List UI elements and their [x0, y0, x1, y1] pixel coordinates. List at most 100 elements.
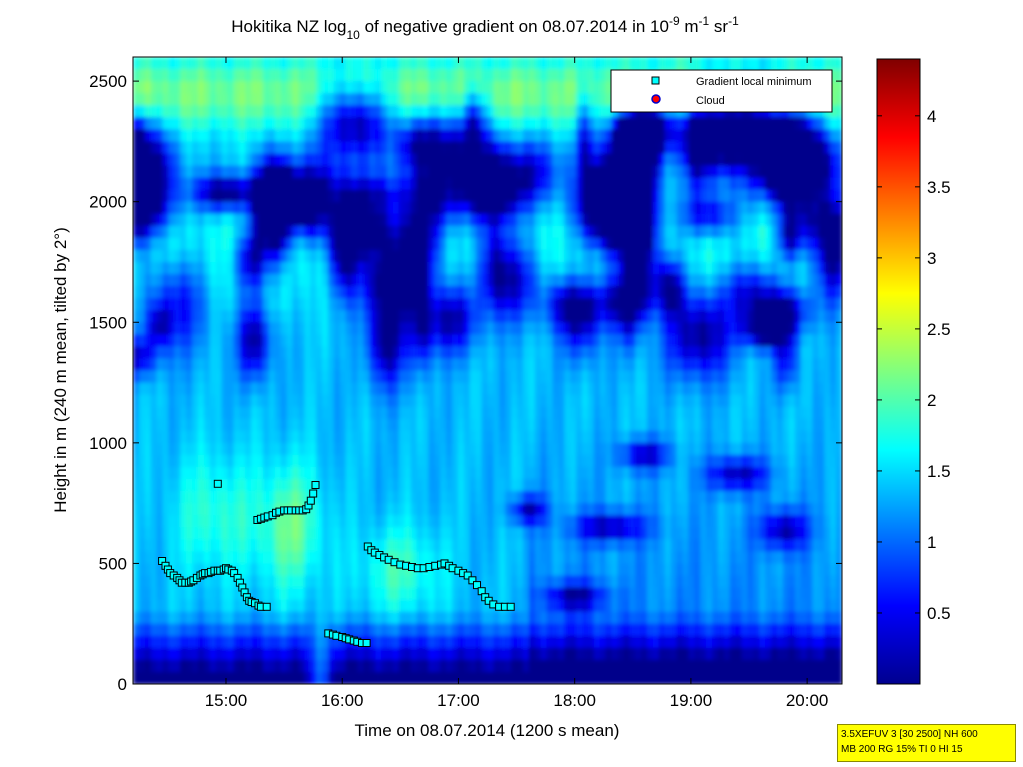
heatmap-cell: [203, 105, 211, 118]
heatmap-cell: [587, 587, 595, 601]
heatmap-cell: [316, 515, 323, 528]
heatmap-cell: [144, 551, 152, 565]
heatmap-cell: [357, 105, 365, 118]
heatmap-cell: [333, 575, 341, 589]
heatmap-cell: [162, 515, 170, 528]
heatmap-cell: [138, 382, 146, 396]
heatmap-cell: [392, 237, 400, 251]
heatmap-cell: [322, 370, 329, 384]
heatmap-cell: [174, 479, 181, 492]
heatmap-cell: [156, 57, 164, 70]
heatmap-cell: [345, 177, 353, 191]
heatmap-cell: [333, 671, 341, 684]
heatmap-cell: [174, 671, 181, 684]
heatmap-cell: [652, 310, 660, 323]
heatmap-cell: [647, 430, 654, 444]
heatmap-cell: [333, 237, 341, 251]
heatmap-cell: [522, 635, 530, 649]
heatmap-cell: [268, 261, 276, 275]
heatmap-cell: [251, 454, 258, 468]
heatmap-cell: [144, 201, 152, 215]
heatmap-cell: [257, 105, 264, 118]
heatmap-cell: [505, 575, 512, 589]
heatmap-cell: [221, 430, 229, 444]
heatmap-cell: [133, 358, 140, 372]
heatmap-cell: [162, 466, 170, 480]
heatmap-cell: [676, 153, 684, 167]
heatmap-cell: [387, 671, 394, 684]
heatmap-cell: [446, 479, 453, 492]
heatmap-cell: [375, 599, 382, 613]
heatmap-cell: [517, 599, 524, 613]
heatmap-cell: [239, 249, 246, 263]
heatmap-cell: [629, 346, 636, 360]
heatmap-cell: [540, 153, 548, 167]
heatmap-cell: [682, 189, 689, 203]
heatmap-cell: [168, 129, 175, 143]
heatmap-cell: [410, 105, 418, 118]
heatmap-cell: [528, 286, 536, 299]
heatmap-cell: [605, 394, 613, 408]
heatmap-cell: [298, 57, 305, 70]
heatmap-cell: [404, 671, 412, 684]
heatmap-cell: [582, 527, 589, 540]
heatmap-cell: [623, 394, 630, 408]
heatmap-cell: [192, 647, 199, 661]
heatmap-cell: [552, 189, 559, 203]
heatmap-cell: [469, 491, 477, 504]
heatmap-cell: [499, 141, 506, 155]
heatmap-cell: [641, 237, 648, 251]
heatmap-cell: [197, 213, 205, 227]
heatmap-cell: [286, 430, 294, 444]
heatmap-cell: [647, 527, 654, 540]
heatmap-cell: [245, 189, 252, 203]
heatmap-cell: [670, 141, 678, 155]
heatmap-cell: [209, 310, 217, 323]
heatmap-cell: [487, 575, 495, 589]
heatmap-cell: [635, 310, 642, 323]
heatmap-cell: [440, 310, 447, 323]
heatmap-cell: [404, 334, 412, 347]
heatmap-cell: [434, 117, 441, 130]
heatmap-cell: [292, 418, 300, 432]
heatmap-cell: [452, 394, 459, 408]
heatmap-cell: [144, 249, 152, 263]
heatmap-cell: [221, 237, 229, 251]
heatmap-cell: [475, 599, 483, 613]
heatmap-cell: [582, 635, 589, 649]
heatmap-cell: [316, 274, 323, 287]
heatmap-cell: [652, 165, 660, 179]
heatmap-cell: [410, 322, 418, 335]
heatmap-cell: [392, 57, 400, 70]
heatmap-cell: [286, 551, 294, 565]
heatmap-cell: [381, 346, 388, 360]
heatmap-cell: [517, 503, 524, 516]
heatmap-cell: [168, 599, 175, 613]
heatmap-cell: [676, 599, 684, 613]
heatmap-cell: [517, 105, 524, 118]
heatmap-cell: [611, 322, 619, 335]
heatmap-cell: [381, 249, 388, 263]
heatmap-cell: [546, 117, 554, 130]
heatmap-cell: [138, 418, 146, 432]
heatmap-cell: [298, 659, 305, 673]
heatmap-cell: [180, 611, 187, 625]
heatmap-cell: [339, 310, 347, 323]
heatmap-cell: [457, 57, 465, 70]
heatmap-cell: [629, 647, 636, 661]
heatmap-cell: [617, 298, 624, 311]
heatmap-cell: [351, 382, 359, 396]
heatmap-cell: [434, 430, 441, 444]
heatmap-cell: [369, 358, 376, 372]
heatmap-cell: [540, 406, 548, 420]
heatmap-cell: [517, 635, 524, 649]
heatmap-cell: [416, 659, 424, 673]
heatmap-cell: [629, 237, 636, 251]
heatmap-cell: [192, 261, 199, 275]
heatmap-cell: [375, 213, 382, 227]
heatmap-cell: [576, 430, 583, 444]
heatmap-cell: [540, 587, 548, 601]
heatmap-cell: [422, 430, 430, 444]
heatmap-cell: [434, 575, 441, 589]
heatmap-cell: [623, 346, 630, 360]
